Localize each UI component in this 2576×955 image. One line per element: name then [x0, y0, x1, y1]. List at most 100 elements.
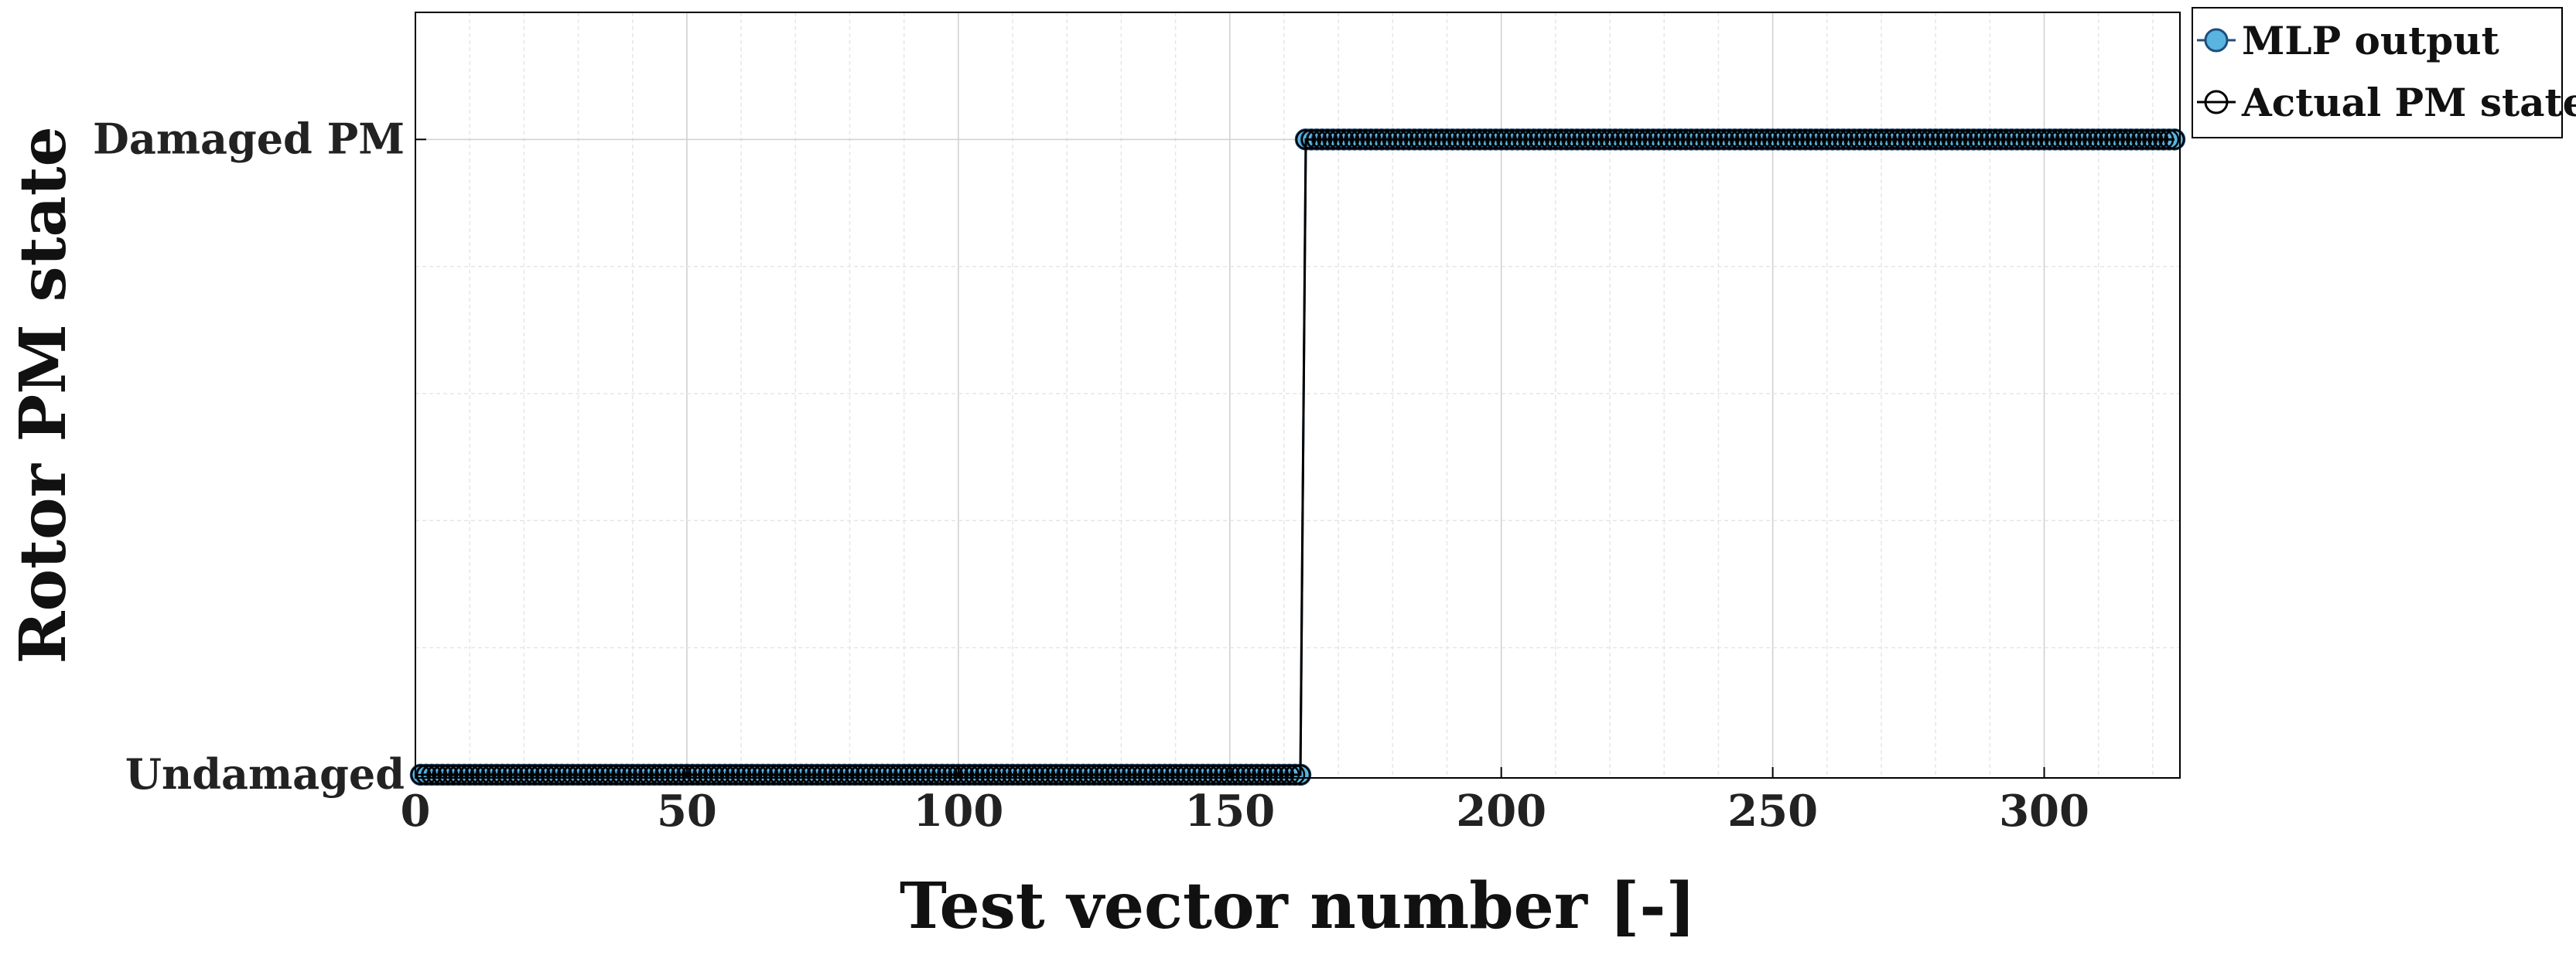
data-point-actual-pm-state	[2093, 129, 2114, 150]
data-point-actual-pm-state	[823, 764, 844, 786]
data-point-actual-pm-state	[969, 764, 991, 786]
data-point-actual-pm-state	[1659, 129, 1680, 150]
data-point-actual-pm-state	[530, 764, 551, 786]
data-point-actual-pm-state	[1018, 764, 1040, 786]
data-point-actual-pm-state	[1735, 129, 1756, 150]
data-point-actual-pm-state	[1068, 764, 1088, 786]
data-point-actual-pm-state	[1013, 764, 1034, 786]
data-point-actual-pm-state	[1100, 764, 1121, 786]
data-point-actual-pm-state	[1474, 129, 1495, 150]
data-point-actual-pm-state	[1990, 129, 2011, 150]
data-point-actual-pm-state	[1811, 129, 1833, 150]
data-point-actual-pm-state	[1572, 129, 1594, 150]
data-point-actual-pm-state	[1898, 129, 1919, 150]
data-point-actual-pm-state	[1431, 129, 1452, 150]
legend: MLP output Actual PM state	[2192, 7, 2576, 138]
series-line-actual-pm-state	[421, 138, 2175, 776]
data-point-actual-pm-state	[883, 764, 904, 786]
data-point-actual-pm-state	[1420, 129, 1441, 150]
data-point-actual-pm-state	[487, 764, 507, 786]
data-point-actual-pm-state	[1056, 764, 1078, 786]
data-point-actual-pm-state	[1034, 764, 1056, 786]
data-point-actual-pm-state	[1827, 129, 1849, 150]
data-point-actual-pm-state	[1778, 129, 1799, 150]
data-point-actual-pm-state	[1355, 129, 1376, 150]
y-tick-label: Undamaged	[125, 749, 405, 799]
x-tick-label: 50	[657, 786, 717, 837]
data-point-actual-pm-state	[801, 764, 822, 786]
data-point-actual-pm-state	[665, 764, 687, 786]
data-point-actual-pm-state	[1311, 129, 1333, 150]
data-point-actual-pm-state	[1773, 129, 1794, 150]
data-point-actual-pm-state	[1252, 764, 1273, 786]
data-point-actual-pm-state	[573, 764, 594, 786]
data-point-actual-pm-state	[1235, 764, 1257, 786]
data-point-actual-pm-state	[1219, 764, 1241, 786]
data-point-actual-pm-state	[2028, 129, 2049, 150]
data-point-actual-pm-state	[1539, 129, 1561, 150]
data-point-actual-pm-state	[692, 764, 714, 786]
data-point-actual-pm-state	[1078, 764, 1099, 786]
data-point-actual-pm-state	[1768, 129, 1789, 150]
data-point-actual-pm-state	[1941, 129, 1963, 150]
series-line-mlp-output	[421, 138, 2175, 776]
data-point-actual-pm-state	[1529, 129, 1550, 150]
data-point-actual-pm-state	[780, 764, 801, 786]
data-point-actual-pm-state	[861, 764, 882, 786]
data-point-actual-pm-state	[1806, 129, 1827, 150]
x-tick-label: 200	[1456, 786, 1546, 837]
data-point-actual-pm-state	[1377, 129, 1398, 150]
data-point-actual-pm-state	[1681, 129, 1702, 150]
data-point-actual-pm-state	[964, 764, 986, 786]
data-point-actual-pm-state	[2001, 129, 2022, 150]
data-point-actual-pm-state	[1404, 129, 1425, 150]
data-point-actual-pm-state	[1491, 129, 1512, 150]
data-point-actual-pm-state	[785, 764, 806, 786]
data-point-actual-pm-state	[1507, 129, 1528, 150]
data-point-actual-pm-state	[2072, 129, 2093, 150]
data-point-actual-pm-state	[1192, 764, 1213, 786]
data-point-actual-pm-state	[845, 764, 866, 786]
data-point-actual-pm-state	[1002, 764, 1023, 786]
data-point-actual-pm-state	[682, 764, 703, 786]
data-point-actual-pm-state	[589, 764, 610, 786]
data-point-actual-pm-state	[633, 764, 654, 786]
data-point-actual-pm-state	[2045, 129, 2065, 150]
data-point-actual-pm-state	[1241, 764, 1262, 786]
data-point-actual-pm-state	[953, 764, 975, 786]
data-point-actual-pm-state	[975, 764, 996, 786]
data-point-actual-pm-state	[660, 764, 682, 786]
data-point-actual-pm-state	[1257, 764, 1279, 786]
data-point-actual-pm-state	[654, 764, 676, 786]
data-point-actual-pm-state	[1713, 129, 1734, 150]
data-point-actual-pm-state	[1089, 764, 1110, 786]
data-point-actual-pm-state	[1300, 129, 1322, 150]
data-point-actual-pm-state	[915, 764, 936, 786]
data-point-actual-pm-state	[1604, 129, 1626, 150]
data-point-actual-pm-state	[1111, 764, 1132, 786]
data-point-actual-pm-state	[1512, 129, 1534, 150]
data-point-actual-pm-state	[980, 764, 1002, 786]
data-point-actual-pm-state	[1789, 129, 1810, 150]
data-point-actual-pm-state	[888, 764, 909, 786]
data-point-actual-pm-state	[497, 764, 518, 786]
data-point-actual-pm-state	[492, 764, 513, 786]
data-point-actual-pm-state	[546, 764, 567, 786]
data-point-actual-pm-state	[481, 764, 502, 786]
data-point-actual-pm-state	[562, 764, 583, 786]
y-axis-title: Rotor PM state	[6, 126, 80, 663]
x-tick-label: 250	[1727, 786, 1818, 837]
data-point-actual-pm-state	[1518, 129, 1539, 150]
data-point-actual-pm-state	[893, 764, 914, 786]
data-point-actual-pm-state	[746, 764, 768, 786]
data-point-actual-pm-state	[1464, 129, 1484, 150]
data-point-actual-pm-state	[1594, 129, 1615, 150]
data-point-actual-pm-state	[557, 764, 578, 786]
legend-box	[2192, 7, 2563, 138]
data-point-actual-pm-state	[1181, 764, 1202, 786]
data-point-actual-pm-state	[2055, 129, 2076, 150]
data-point-actual-pm-state	[818, 764, 839, 786]
data-point-actual-pm-state	[1399, 129, 1420, 150]
data-point-actual-pm-state	[514, 764, 535, 786]
data-point-actual-pm-state	[834, 764, 855, 786]
